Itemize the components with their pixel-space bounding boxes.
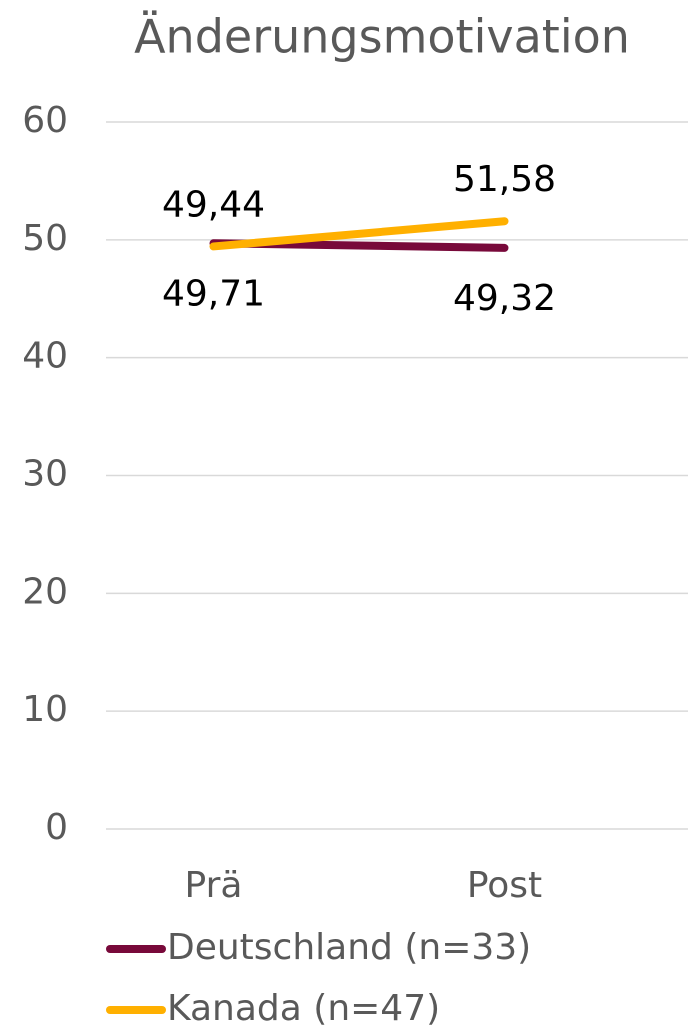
data-label: 49,44: [162, 184, 265, 225]
x-tick-label: Prä: [185, 865, 243, 906]
x-tick-label: Post: [467, 865, 542, 906]
chart-title: Änderungsmotivation: [134, 10, 630, 64]
y-tick-label: 0: [45, 807, 68, 848]
legend-label: Kanada (n=47): [167, 988, 440, 1029]
data-label: 51,58: [453, 159, 556, 200]
series-line: [209, 217, 509, 251]
y-tick-label: 30: [22, 454, 68, 495]
y-tick-label: 20: [22, 571, 68, 612]
y-tick-label: 60: [22, 100, 68, 141]
data-label: 49,32: [453, 278, 556, 319]
data-label: 49,71: [162, 273, 265, 314]
y-tick-label: 40: [22, 336, 68, 377]
legend-label: Deutschland (n=33): [167, 927, 531, 968]
y-tick-label: 10: [22, 689, 68, 730]
y-tick-label: 50: [22, 218, 68, 259]
